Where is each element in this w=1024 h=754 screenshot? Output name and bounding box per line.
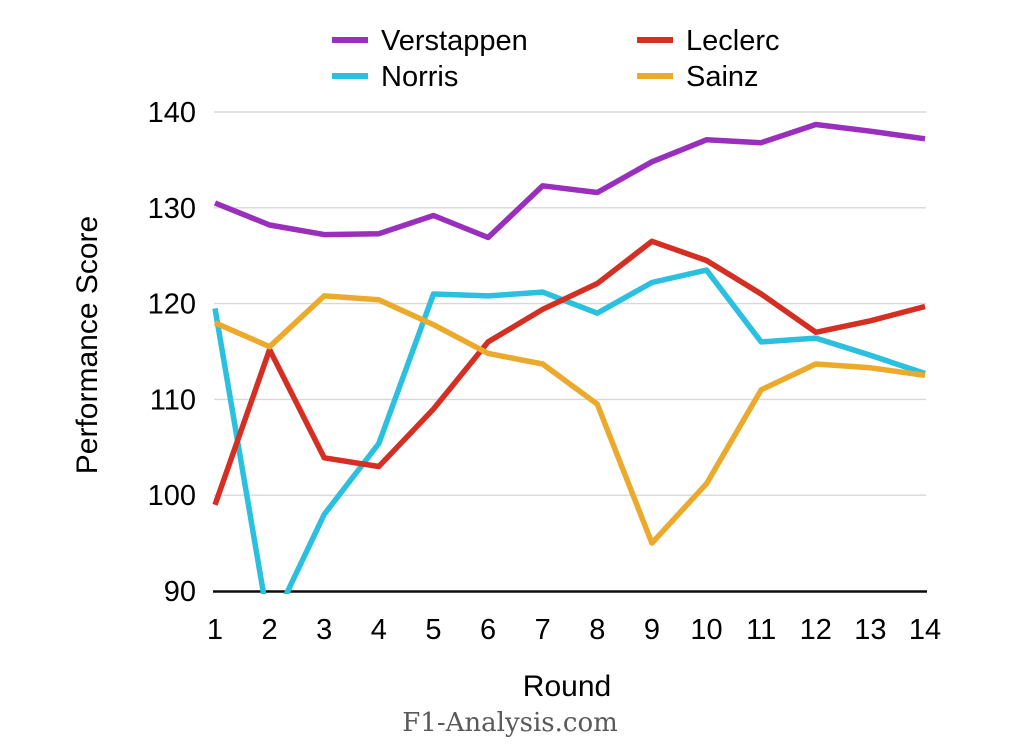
y-tick-label-110: 110 <box>150 384 196 416</box>
x-tick-label-1: 1 <box>207 614 223 646</box>
x-tick-labels: 1 2 3 4 5 6 7 8 9 10 11 12 13 14 <box>207 614 941 646</box>
x-tick-label-3: 3 <box>316 614 332 646</box>
legend-label-norris: Norris <box>381 61 458 93</box>
x-tick-label-12: 12 <box>800 614 832 646</box>
x-tick-label-13: 13 <box>854 614 886 646</box>
series-line-verstappen <box>213 121 926 241</box>
legend: Verstappen Leclerc Norris Sainz <box>332 25 780 93</box>
x-tick-label-8: 8 <box>589 614 605 646</box>
x-tick-label-11: 11 <box>746 614 776 646</box>
x-tick-label-7: 7 <box>535 614 551 646</box>
series-line-leclerc <box>212 238 926 506</box>
legend-label-verstappen: Verstappen <box>381 25 528 57</box>
x-axis-title: Round <box>523 670 611 703</box>
x-tick-label-10: 10 <box>690 614 722 646</box>
x-tick-label-2: 2 <box>262 614 278 646</box>
y-tick-label-130: 130 <box>148 193 196 225</box>
x-tick-label-5: 5 <box>425 614 441 646</box>
legend-label-sainz: Sainz <box>686 61 759 93</box>
legend-label-leclerc: Leclerc <box>686 25 780 57</box>
x-tick-label-9: 9 <box>644 614 660 646</box>
x-tick-label-14: 14 <box>909 614 941 646</box>
y-tick-label-120: 120 <box>148 289 196 321</box>
y-tick-label-90: 90 <box>164 576 196 608</box>
y-tick-label-140: 140 <box>148 97 196 129</box>
x-tick-label-4: 4 <box>371 614 387 646</box>
watermark: F1-Analysis.com <box>402 708 618 738</box>
y-tick-label-100: 100 <box>148 480 196 512</box>
series-line-sainz <box>213 293 926 546</box>
x-tick-label-6: 6 <box>480 614 496 646</box>
series-lines <box>212 121 926 594</box>
y-axis-title: Performance Score <box>71 216 104 474</box>
y-tick-labels: 90 100 110 120 130 140 <box>148 97 196 608</box>
series-line-norris <box>212 267 926 594</box>
